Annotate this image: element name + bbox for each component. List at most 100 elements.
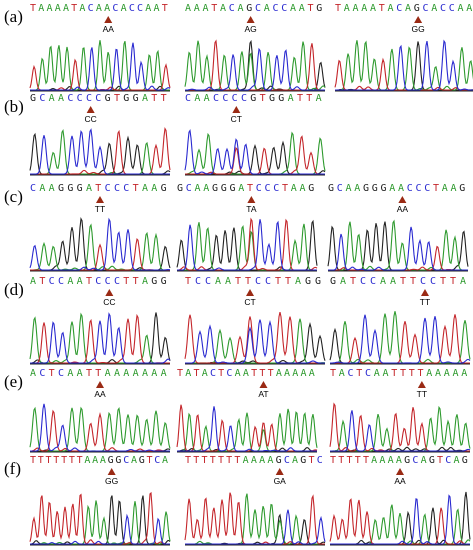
row-label: (f) bbox=[4, 459, 21, 478]
base-letter: A bbox=[345, 183, 352, 194]
base-letter: A bbox=[315, 93, 322, 104]
base-letter: T bbox=[440, 276, 447, 287]
snp-marker-icon bbox=[417, 381, 426, 388]
base-letter: A bbox=[299, 183, 306, 194]
base-letter: A bbox=[387, 3, 394, 14]
base-letter: C bbox=[76, 93, 83, 104]
base-letter: C bbox=[406, 183, 413, 194]
chromatogram-panel: T A C T C A A T T T T A A A A A TT bbox=[329, 368, 471, 454]
chromatogram-panel: C A A G G G A T C C C T A A G TT bbox=[29, 183, 171, 273]
base-letter: A bbox=[267, 455, 274, 466]
trace-line bbox=[184, 40, 326, 91]
trace-line bbox=[30, 128, 170, 175]
chromatogram-trace-plot bbox=[29, 16, 171, 92]
base-letter: A bbox=[259, 455, 266, 466]
base-letter: A bbox=[160, 368, 167, 379]
chromatogram-trace-plot bbox=[176, 381, 318, 453]
base-letter: A bbox=[141, 368, 149, 379]
base-letter: G bbox=[160, 183, 167, 194]
base-letter: C bbox=[430, 276, 437, 287]
base-letter: A bbox=[85, 183, 93, 194]
base-letter: A bbox=[203, 93, 210, 104]
base-letter: A bbox=[238, 183, 245, 194]
base-letter: C bbox=[185, 183, 192, 194]
chromatogram-trace-plot bbox=[29, 106, 171, 176]
base-letter: C bbox=[360, 276, 367, 287]
base-letter: T bbox=[378, 3, 385, 14]
base-letter: G bbox=[67, 183, 74, 194]
base-letter: T bbox=[85, 368, 93, 379]
base-letter: A bbox=[92, 455, 99, 466]
base-letter: A bbox=[225, 276, 232, 287]
base-letter: A bbox=[113, 368, 121, 379]
trace-line bbox=[30, 312, 171, 364]
trace-line bbox=[335, 39, 473, 91]
base-letter: C bbox=[87, 3, 94, 14]
base-letter: A bbox=[151, 183, 158, 194]
base-letter: A bbox=[373, 368, 380, 379]
base-letter: A bbox=[162, 455, 169, 466]
base-letter: G bbox=[76, 183, 83, 194]
base-letter: T bbox=[247, 183, 254, 194]
base-letter: A bbox=[95, 3, 103, 14]
base-letter: A bbox=[460, 276, 467, 287]
base-letter: T bbox=[39, 276, 46, 287]
base-letter: A bbox=[453, 455, 460, 466]
base-letter: G bbox=[461, 455, 468, 466]
trace-line bbox=[330, 314, 471, 364]
base-letter: A bbox=[371, 455, 378, 466]
base-letter: C bbox=[205, 276, 212, 287]
base-letter: A bbox=[99, 455, 107, 466]
base-letter: T bbox=[400, 368, 407, 379]
base-letter: A bbox=[185, 3, 192, 14]
chromatogram-trace-plot bbox=[329, 381, 471, 453]
base-letter: T bbox=[245, 276, 252, 287]
base-letter: C bbox=[222, 93, 229, 104]
chromatogram-panel: C A A C C C C G T G G A T T A CT bbox=[184, 93, 326, 177]
row-label: (a) bbox=[4, 7, 23, 26]
base-letter: A bbox=[84, 455, 91, 466]
snp-marker-icon bbox=[259, 381, 268, 388]
base-letter: T bbox=[330, 368, 337, 379]
trace-line bbox=[184, 129, 325, 175]
snp-marker-icon bbox=[247, 196, 256, 203]
base-letter: G bbox=[330, 276, 337, 287]
base-letter: T bbox=[113, 93, 121, 104]
base-letter: T bbox=[146, 455, 153, 466]
chromatogram-panel: T T T T T T T A A A A G C A G T C GA bbox=[184, 455, 326, 547]
base-letter: T bbox=[275, 276, 282, 287]
base-letter: T bbox=[185, 276, 192, 287]
chromatogram-panel: G C A A C C C C G T G G A T T CC bbox=[29, 93, 171, 177]
base-letter: C bbox=[123, 455, 130, 466]
snp-marker-icon bbox=[96, 196, 104, 203]
chromatogram-trace-plot bbox=[176, 196, 318, 272]
base-letter: A bbox=[466, 3, 473, 14]
base-letter: C bbox=[281, 3, 288, 14]
base-letter: A bbox=[46, 3, 53, 14]
base-letter: A bbox=[153, 3, 160, 14]
base-letter: G bbox=[275, 455, 282, 466]
genotype-label: AA bbox=[94, 389, 106, 399]
base-letter: C bbox=[95, 93, 102, 104]
snp-marker-icon bbox=[86, 106, 95, 113]
base-letter: T bbox=[362, 455, 370, 466]
base-letter: T bbox=[391, 368, 398, 379]
base-letter: A bbox=[48, 93, 55, 104]
chromatogram-panel: G A T C C A A T T C C T T A TT bbox=[329, 276, 471, 366]
base-letter: T bbox=[259, 368, 266, 379]
trace-line bbox=[30, 513, 170, 545]
base-letter: A bbox=[461, 368, 468, 379]
base-letter: C bbox=[412, 455, 419, 466]
base-letter: C bbox=[30, 183, 37, 194]
base-letter: A bbox=[237, 3, 244, 14]
chromatogram-panel: G C A A G G G A A C C C T A A G AA bbox=[327, 183, 469, 273]
base-letter: A bbox=[290, 183, 297, 194]
base-letter: A bbox=[287, 93, 294, 104]
base-letter: T bbox=[350, 276, 357, 287]
base-letter: C bbox=[85, 93, 93, 104]
base-letter: T bbox=[30, 455, 37, 466]
base-letter: T bbox=[306, 93, 313, 104]
